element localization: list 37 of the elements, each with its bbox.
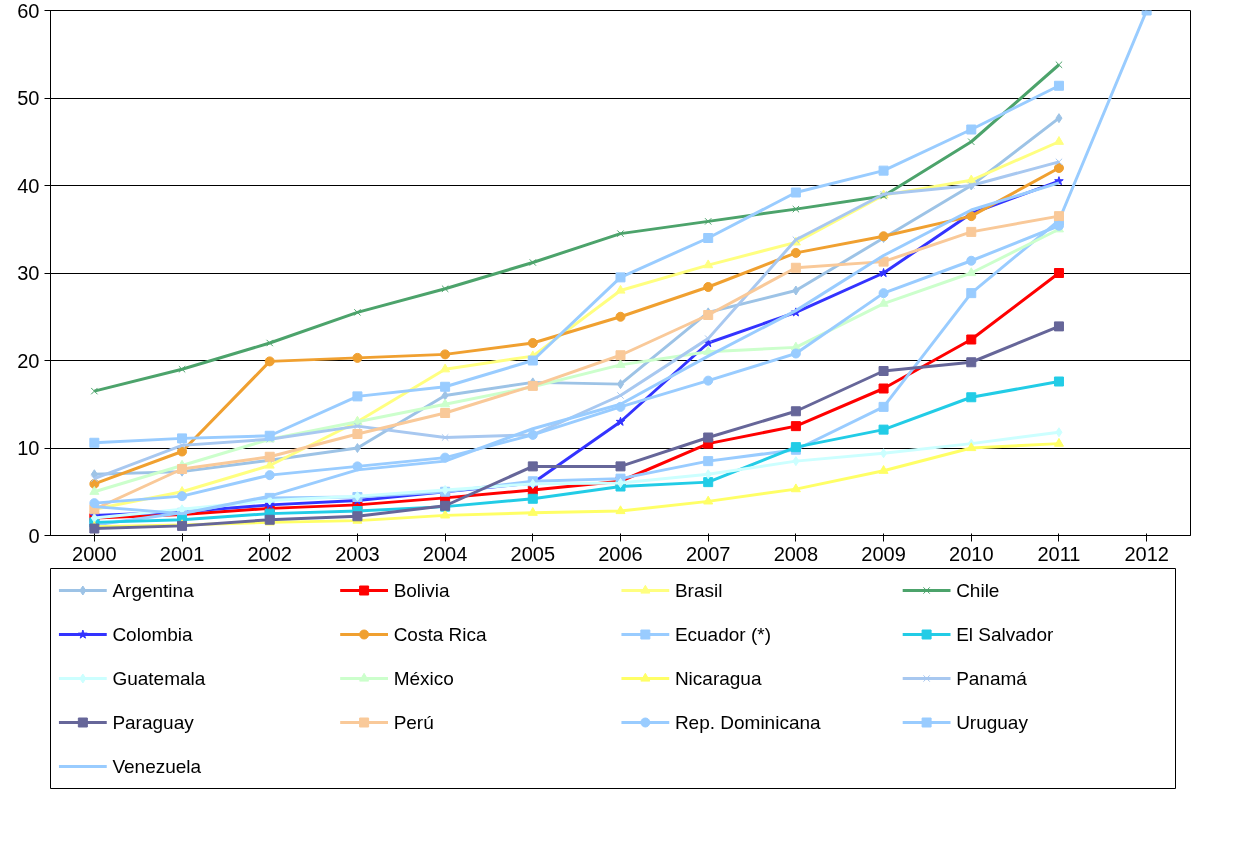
x-tick-label: 2012 (1124, 542, 1169, 565)
x-tick-label: 2008 (773, 542, 819, 565)
y-tick-label: 40 (17, 174, 40, 197)
legend-label: Rep. Dominicana (674, 712, 822, 733)
x-tick-label: 2010 (949, 542, 994, 565)
legend-label: Nicaragua (674, 668, 762, 689)
legend-label: México (393, 668, 454, 689)
legend-label: Guatemala (112, 668, 206, 689)
x-tick-label: 2007 (685, 542, 731, 565)
legend-label: Colombia (112, 624, 194, 645)
legend-label: El Salvador (956, 624, 1054, 645)
y-tick-label: 0 (28, 524, 40, 547)
legend-label: Chile (956, 580, 1000, 601)
y-tick-label: 50 (17, 87, 40, 109)
x-tick-label: 2005 (510, 542, 556, 565)
legend-label: Perú (393, 712, 434, 733)
legend-label: Ecuador (*) (674, 624, 771, 645)
legend-label: Uruguay (956, 712, 1029, 733)
x-tick-label: 2004 (422, 542, 468, 565)
x-tick-label: 2006 (598, 542, 643, 565)
x-tick-label: 2002 (247, 542, 292, 565)
x-tick-label: 2011 (1037, 542, 1081, 565)
legend-label: Costa Rica (393, 624, 487, 645)
x-tick-label: 2000 (72, 542, 117, 565)
legend-label: Panamá (956, 668, 1028, 689)
x-tick-label: 2009 (861, 542, 906, 565)
x-tick-label: 2003 (335, 542, 380, 565)
x-tick-label: 2001 (159, 542, 205, 565)
legend-label: Paraguay (112, 712, 195, 733)
y-tick-label: 30 (17, 262, 40, 284)
legend-label: Brasil (674, 580, 723, 601)
y-tick-label: 60 (17, 0, 40, 22)
legend-label: Argentina (112, 580, 195, 601)
legend-label: Bolivia (393, 580, 451, 601)
y-tick-label: 10 (17, 437, 40, 459)
y-tick-label: 20 (17, 349, 40, 372)
legend-label: Venezuela (112, 756, 202, 777)
